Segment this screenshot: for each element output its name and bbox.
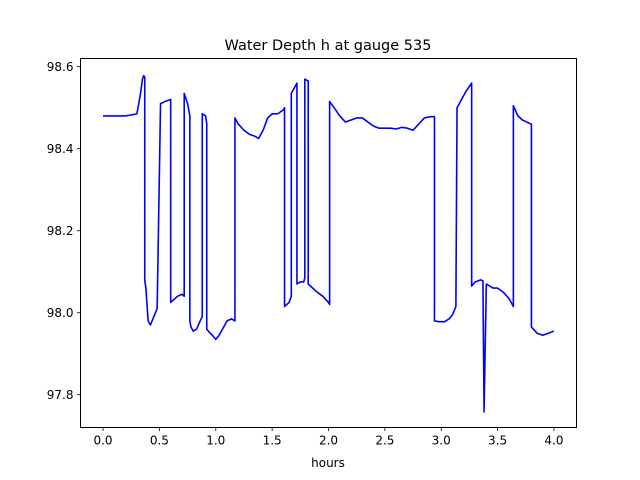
y-tick-label: 98.6 bbox=[47, 60, 74, 74]
x-tick-label: 0.5 bbox=[150, 434, 169, 448]
x-tick-label: 0.0 bbox=[93, 434, 112, 448]
x-tick-label: 3.0 bbox=[432, 434, 451, 448]
x-axis-title: hours bbox=[311, 456, 345, 470]
y-tick-label: 98.2 bbox=[47, 224, 74, 238]
y-tick-label: 98.4 bbox=[47, 142, 74, 156]
y-tick-label: 97.8 bbox=[47, 388, 74, 402]
y-axis-ticks: 97.8 98.0 98.2 98.4 98.6 bbox=[47, 60, 81, 402]
x-axis-ticks: 0.0 0.5 1.0 1.5 2.0 2.5 3.0 3.5 4.0 bbox=[93, 427, 564, 448]
x-tick-label: 1.5 bbox=[263, 434, 282, 448]
x-tick-label: 4.0 bbox=[544, 434, 563, 448]
x-tick-label: 1.0 bbox=[206, 434, 225, 448]
x-tick-label: 3.5 bbox=[488, 434, 507, 448]
x-tick-label: 2.0 bbox=[319, 434, 338, 448]
x-tick-label: 2.5 bbox=[375, 434, 394, 448]
series-line-0 bbox=[103, 74, 555, 413]
series-layer bbox=[103, 74, 555, 413]
y-tick-label: 98.0 bbox=[47, 306, 74, 320]
chart-title: Water Depth h at gauge 535 bbox=[225, 38, 432, 54]
